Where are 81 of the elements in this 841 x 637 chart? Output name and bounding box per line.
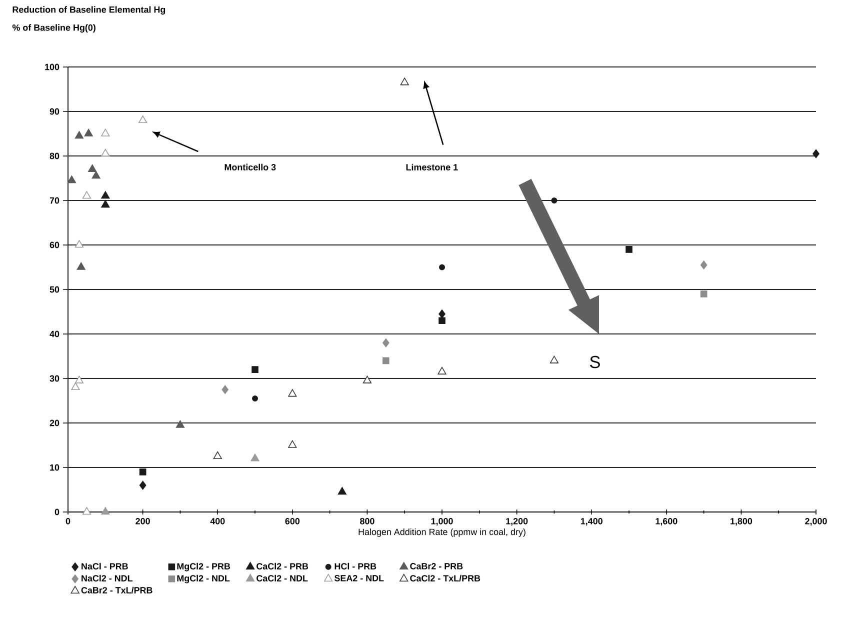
y-tick-label: 10 xyxy=(50,464,60,471)
x-tick-label: 200 xyxy=(136,518,150,524)
point xyxy=(139,468,146,476)
point xyxy=(92,171,100,179)
text: % of Baseline Hg(0) xyxy=(12,24,96,33)
legend-label: NaCl2 - NDL xyxy=(82,574,133,582)
point xyxy=(438,366,446,374)
x-tick-label: 1,000 xyxy=(431,518,453,526)
point xyxy=(176,420,185,428)
point xyxy=(139,480,146,490)
point xyxy=(288,440,297,448)
point xyxy=(74,131,84,139)
point xyxy=(551,197,558,204)
point xyxy=(222,385,228,394)
point xyxy=(812,149,820,158)
point xyxy=(82,191,92,199)
point xyxy=(288,389,297,397)
legend-label: SEA2 - NDL xyxy=(334,574,384,582)
point xyxy=(71,382,80,390)
x-tick-label: 2,000 xyxy=(805,518,827,526)
x-tick-label: 1,600 xyxy=(656,518,678,526)
y-tick-label: 80 xyxy=(50,152,60,160)
point xyxy=(362,376,372,384)
x-tick-label: 1,400 xyxy=(580,518,602,526)
legend-label: CaCl2 - TxL/PRB xyxy=(410,574,480,582)
legend-label: MgCl2 - NDL xyxy=(177,574,230,584)
point xyxy=(88,164,97,172)
point xyxy=(138,115,148,124)
annotation: Limestone 1 xyxy=(406,164,458,170)
point xyxy=(438,317,446,324)
point xyxy=(439,264,446,270)
x-tick-label: 1,800 xyxy=(730,518,752,526)
y-tick-label: 60 xyxy=(50,242,60,248)
point xyxy=(550,356,559,364)
point xyxy=(76,262,86,270)
y-tick-label: 100 xyxy=(45,64,60,70)
y-tick-label: 20 xyxy=(50,420,60,426)
point xyxy=(84,128,93,136)
point xyxy=(438,310,446,318)
y-tick-label: 70 xyxy=(50,197,60,204)
x-tick-label: 600 xyxy=(285,518,300,524)
point xyxy=(101,507,110,515)
legend-label: CaBr2 - TxL/PRB xyxy=(81,586,152,594)
point xyxy=(74,376,84,384)
x-tick-label: 0 xyxy=(66,518,70,524)
point xyxy=(213,451,222,460)
point xyxy=(626,246,632,253)
x-tick-label: 800 xyxy=(360,518,374,524)
point xyxy=(82,507,92,515)
x-tick-label: 400 xyxy=(210,518,225,524)
legend-label: NaCl - PRB xyxy=(82,562,128,570)
y-tick-label: 30 xyxy=(50,375,60,382)
y-tick-label: 90 xyxy=(50,108,60,115)
y-tick-label: 0 xyxy=(54,508,60,516)
annotation: S xyxy=(590,356,600,368)
legend-label: CaBr2 - PRB xyxy=(410,563,463,570)
legend-label: MgCl2 - PRB xyxy=(177,562,230,572)
point xyxy=(700,290,708,298)
chart-title: Reduction of Baseline Elemental Hg xyxy=(12,6,166,15)
point xyxy=(700,260,708,270)
point xyxy=(101,128,110,136)
y-tick-label: 50 xyxy=(50,286,60,293)
x-tick-label: 1,200 xyxy=(506,518,528,526)
legend-label: HCl - PRB xyxy=(334,562,376,570)
y-tick-label: 40 xyxy=(50,330,60,338)
point xyxy=(338,487,346,495)
point xyxy=(67,176,76,184)
point xyxy=(400,78,409,86)
point xyxy=(382,338,390,348)
point xyxy=(101,148,110,156)
x-axis-title: Halogen Addition Rate (ppmw in coal, dry) xyxy=(358,528,526,537)
annotation: Monticello 3 xyxy=(224,164,276,170)
point xyxy=(74,240,84,248)
point xyxy=(101,191,110,199)
point xyxy=(252,396,258,402)
point xyxy=(101,200,110,208)
legend-label: CaCl2 - NDL xyxy=(256,574,308,582)
legend-label: CaCl2 - PRB xyxy=(256,562,308,570)
point xyxy=(382,357,390,364)
point xyxy=(252,366,258,373)
point xyxy=(250,454,260,462)
